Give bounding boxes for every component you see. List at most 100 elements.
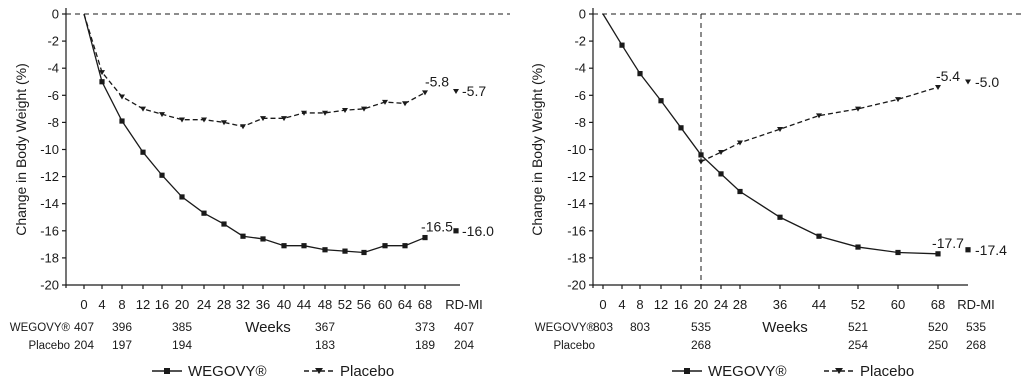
n-at-risk-row: Placebo 268 254 250 268 [553, 338, 986, 352]
data-point [402, 101, 408, 107]
data-point [322, 247, 328, 253]
y-tick-label: -18 [567, 250, 586, 265]
n-at-risk-value: 183 [315, 338, 335, 352]
x-tick-label: 16 [155, 297, 169, 312]
y-tick-label: 0 [52, 7, 59, 22]
legend-label: Placebo [340, 363, 394, 380]
x-tick-label: 8 [636, 297, 643, 312]
y-tick-label: -4 [574, 61, 586, 76]
data-point [935, 84, 941, 90]
x-tick-label: 24 [197, 297, 211, 312]
data-point [737, 140, 743, 146]
x-tick-label: 44 [812, 297, 826, 312]
n-at-risk-value: 521 [848, 320, 868, 334]
data-point [201, 210, 207, 216]
data-point [855, 106, 861, 112]
y-tick-label: -14 [40, 196, 59, 211]
rdmi-value-label: -5.7 [462, 83, 486, 99]
series-wegovy: -17.7 -17.4 [602, 13, 1007, 258]
data-point [718, 171, 724, 177]
n-at-risk-value: 194 [172, 338, 192, 352]
n-at-risk-row: Placebo 204 197 194 183 189 204 [28, 338, 474, 352]
data-point [240, 124, 246, 130]
data-point [855, 244, 861, 250]
y-tick-label: -8 [47, 115, 59, 130]
legend: WEGOVY® Placebo [672, 363, 914, 380]
x-tick-label: 4 [98, 297, 105, 312]
y-tick-label: -14 [567, 196, 586, 211]
x-tick-label: 12 [654, 297, 668, 312]
x-axis-title: Weeks [245, 319, 291, 336]
data-point [777, 214, 783, 220]
n-at-risk-value: 204 [454, 338, 474, 352]
n-at-risk-value: 396 [112, 320, 132, 334]
data-point [240, 233, 246, 239]
x-tick-label: 8 [118, 297, 125, 312]
n-at-risk-value: 407 [74, 320, 94, 334]
y-tick-label: -10 [40, 142, 59, 157]
rdmi-point [453, 228, 459, 234]
data-point [382, 99, 388, 105]
series-placebo: -5.4 -5.0 [698, 68, 999, 165]
x-tick-label: 4 [618, 297, 625, 312]
n-at-risk-value: 268 [966, 338, 986, 352]
chart-panel-2: 0 -2 -4 -6 -8 -10 -12 -14 -16 -18 -20 Change in Bod… [529, 7, 1022, 380]
n-at-risk-value: 803 [630, 320, 650, 334]
n-at-risk-value: 373 [415, 320, 435, 334]
data-point [179, 117, 185, 123]
x-tick-label: 40 [277, 297, 291, 312]
data-point [260, 236, 266, 242]
data-point [895, 97, 901, 103]
n-at-risk-row-label: Placebo [28, 340, 70, 352]
legend-swatch-marker [835, 368, 843, 374]
data-point [140, 149, 146, 155]
x-tick-label-rdmi: RD-MI [445, 297, 483, 312]
data-point [99, 79, 105, 85]
n-at-risk-row-label: WEGOVY® [10, 322, 71, 334]
series-line [602, 13, 939, 255]
y-tick-label: -16 [567, 223, 586, 238]
x-tick-label: 28 [217, 297, 231, 312]
data-point [221, 120, 227, 126]
rdmi-value-label: -5.0 [975, 74, 999, 90]
n-at-risk-row-label: WEGOVY® [535, 322, 596, 334]
x-tick-label: 68 [931, 297, 945, 312]
data-point [698, 152, 704, 158]
n-at-risk-value: 535 [966, 320, 986, 334]
legend-label: Placebo [860, 363, 914, 380]
data-point [361, 106, 367, 112]
x-tick-label: 28 [733, 297, 747, 312]
x-tick-label: 56 [357, 297, 371, 312]
end-value-label: -16.5 [421, 219, 453, 235]
n-at-risk-value: 385 [172, 320, 192, 334]
y-tick-label: -12 [40, 169, 59, 184]
data-point [342, 108, 348, 114]
data-point [119, 94, 125, 100]
data-point [281, 116, 287, 122]
n-at-risk-value: 254 [848, 338, 868, 352]
data-point [777, 126, 783, 132]
series-placebo: -5.8 -5.7 [83, 13, 486, 130]
n-at-risk-value: 197 [112, 338, 132, 352]
x-tick-label-rdmi: RD-MI [957, 297, 995, 312]
data-point [179, 194, 185, 200]
data-point [678, 125, 684, 131]
x-tick-label: 52 [851, 297, 865, 312]
data-point [422, 234, 428, 241]
rdmi-point [965, 247, 971, 253]
y-tick-label: -8 [574, 115, 586, 130]
x-tick-label: 12 [136, 297, 150, 312]
data-point [816, 113, 822, 119]
x-tick-label: 44 [297, 297, 311, 312]
data-point [201, 117, 207, 123]
data-point [361, 249, 367, 256]
n-at-risk-value: 250 [928, 338, 948, 352]
y-tick-label: -20 [40, 278, 59, 293]
series-line [83, 13, 426, 254]
y-tick-label: -4 [47, 61, 59, 76]
data-point [935, 251, 941, 257]
data-point [159, 112, 165, 118]
series-wegovy: -16.5 -16.0 [83, 13, 494, 256]
x-tick-label: 16 [674, 297, 688, 312]
